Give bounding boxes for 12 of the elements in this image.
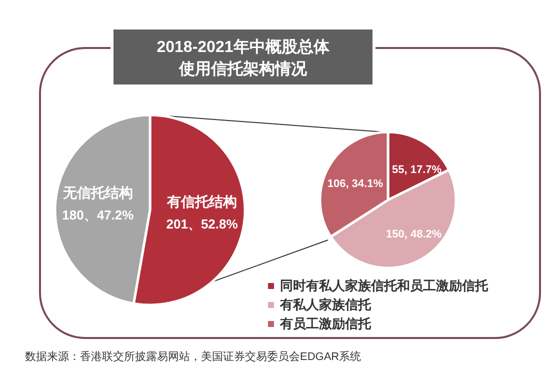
data-label: 55, 17.7% [392, 164, 442, 176]
legend-label: 同时有私人家族信托和员工激励信托 [280, 278, 489, 293]
chart-title: 2018-2021年中概股总体使用信托架构情况 [156, 38, 330, 78]
data-label: 201、52.8% [166, 216, 238, 232]
slice-label: 有信托结构 [166, 194, 238, 210]
slice-label: 无信托结构 [62, 184, 133, 200]
data-label: 106, 34.1% [327, 178, 384, 190]
legend-label: 有私人家族信托 [279, 297, 372, 312]
legend-label: 有员工激励信托 [279, 316, 372, 331]
data-label: 150, 48.2% [386, 228, 442, 241]
source-note: 数据来源：香港联交所披露易网站，美国证券交易委员会EDGAR系统 [25, 350, 362, 363]
data-label: 180、47.2% [62, 207, 134, 222]
